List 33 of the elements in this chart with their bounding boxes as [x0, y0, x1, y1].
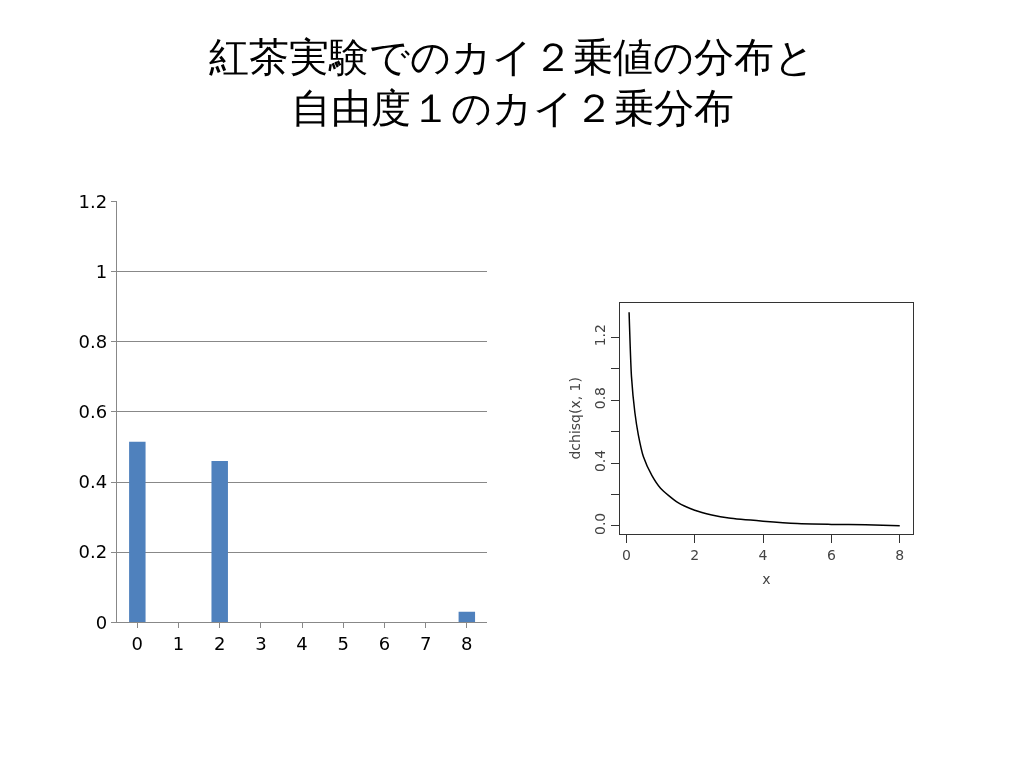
y-tick-label: 0.8 [78, 331, 108, 353]
x-tick-label: 4 [296, 632, 308, 654]
y-tick-label: 0.8 [591, 386, 608, 410]
x-tick-label: 6 [826, 546, 836, 563]
x-tick-label: 8 [461, 632, 473, 654]
y-tick-label: 0.4 [78, 471, 108, 493]
x-tick-label: 4 [758, 546, 768, 563]
x-tick-label: 5 [337, 632, 349, 654]
y-tick-label: 0.0 [591, 512, 608, 535]
y-tick-label: 1 [95, 260, 108, 282]
x-tick-label: 2 [213, 632, 226, 654]
y-tick-label: 0.4 [591, 449, 608, 473]
x-tick-label: 2 [690, 546, 700, 563]
x-tick-label: 1 [172, 632, 185, 654]
x-tick-label: 7 [419, 632, 432, 654]
x-axis-title: x [762, 570, 771, 587]
chart-title: 紅茶実験でのカイ２乗値の分布と [209, 34, 815, 80]
x-tick-label: 3 [255, 632, 267, 654]
x-tick-label: 0 [621, 546, 631, 563]
bar [129, 441, 146, 623]
y-axis-title: dchisq(x, 1) [566, 377, 583, 460]
x-tick-label: 6 [378, 632, 391, 654]
chart-subtitle: 自由度１のカイ２乗分布 [291, 85, 734, 131]
x-tick-label: 0 [131, 632, 144, 654]
bar [458, 611, 476, 623]
y-tick-label: 1.2 [591, 324, 608, 347]
bar [211, 460, 228, 623]
y-tick-label: 1.2 [78, 190, 108, 212]
x-tick-label: 8 [895, 546, 905, 563]
y-tick-label: 0.2 [78, 541, 108, 563]
line-series [628, 311, 901, 527]
y-tick-label: 0 [95, 611, 108, 633]
y-tick-label: 0.6 [78, 401, 108, 423]
